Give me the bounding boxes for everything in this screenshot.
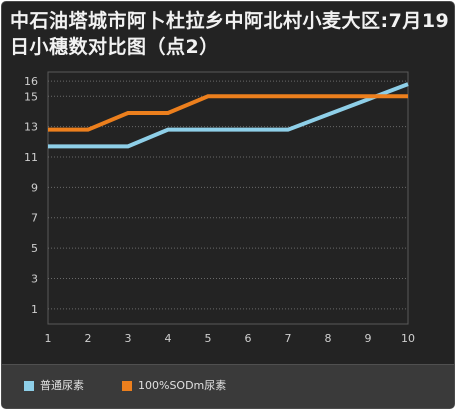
x-tick-label: 8 bbox=[325, 332, 332, 345]
y-tick-label: 1 bbox=[31, 303, 38, 316]
x-tick-label: 4 bbox=[165, 332, 172, 345]
x-tick-label: 7 bbox=[285, 332, 292, 345]
x-tick-label: 5 bbox=[205, 332, 212, 345]
y-tick-label: 13 bbox=[24, 121, 38, 134]
legend-item-series-2: 100%SODm尿素 bbox=[122, 379, 226, 393]
series-line-2 bbox=[48, 94, 408, 132]
y-tick-label: 16 bbox=[24, 75, 38, 88]
legend-item-series-1: 普通尿素 bbox=[24, 379, 84, 393]
series-line-1 bbox=[48, 82, 409, 149]
x-tick-label: 1 bbox=[45, 332, 52, 345]
x-tick-label: 2 bbox=[85, 332, 92, 345]
plot-border bbox=[47, 71, 409, 325]
x-tick-label: 6 bbox=[245, 332, 252, 345]
y-tick-label: 9 bbox=[31, 181, 38, 194]
legend-swatch-series-2 bbox=[122, 381, 132, 391]
y-tick-label: 15 bbox=[24, 90, 38, 103]
y-tick-label: 5 bbox=[31, 242, 38, 255]
legend: 普通尿素 100%SODm尿素 bbox=[2, 364, 454, 408]
y-tick-label: 3 bbox=[31, 272, 38, 285]
chart-title: 中石油塔城市阿卜杜拉乡中阿北村小麦大区:7月19日小穗数对比图（点2） bbox=[10, 10, 450, 58]
legend-label-series-1: 普通尿素 bbox=[40, 379, 84, 392]
legend-swatch-series-1 bbox=[24, 381, 34, 391]
x-tick-label: 3 bbox=[125, 332, 132, 345]
y-tick-label: 7 bbox=[31, 212, 38, 225]
legend-label-series-2: 100%SODm尿素 bbox=[138, 379, 227, 392]
x-tick-label: 9 bbox=[365, 332, 372, 345]
y-tick-label: 11 bbox=[24, 151, 38, 164]
x-tick-label: 10 bbox=[401, 332, 415, 345]
